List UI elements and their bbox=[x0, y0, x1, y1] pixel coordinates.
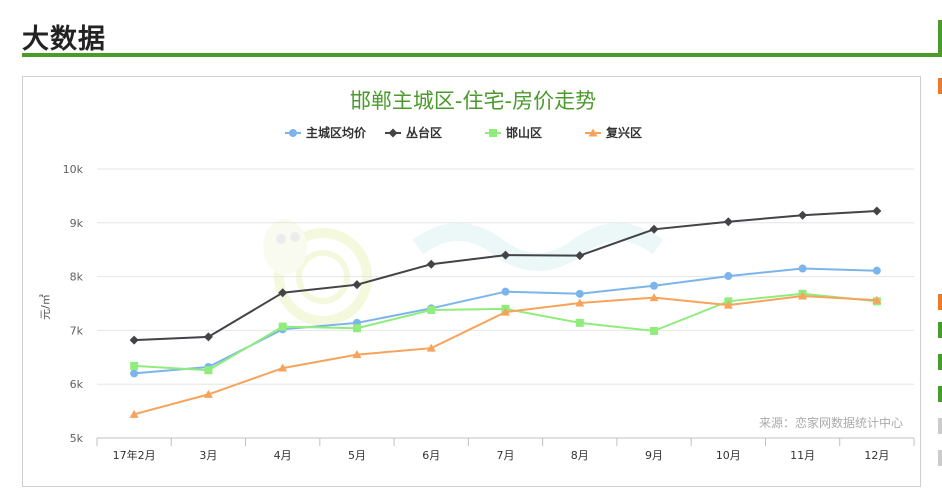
data-point bbox=[130, 361, 139, 370]
data-point bbox=[203, 389, 213, 398]
legend-marker bbox=[489, 129, 497, 137]
legend-label: 主城区均价 bbox=[306, 125, 367, 140]
legend-marker bbox=[588, 128, 598, 137]
data-point bbox=[501, 307, 510, 316]
series-4 bbox=[129, 291, 882, 418]
price-trend-chart-card: 邯郸主城区-住宅-房价走势 主城区均价 丛台区 邯山区 复兴区 5k 6k 7k 8k 9k 1… bbox=[22, 76, 921, 487]
x-tick-label: 6月 bbox=[422, 449, 440, 462]
x-tick-label: 12月 bbox=[864, 449, 889, 462]
section-header: 大数据 bbox=[22, 0, 942, 58]
data-point bbox=[649, 293, 659, 302]
y-tick-label: 10k bbox=[63, 163, 84, 176]
data-point bbox=[575, 251, 585, 261]
data-point bbox=[352, 350, 362, 359]
data-point bbox=[649, 224, 659, 234]
chart-gridlines bbox=[97, 168, 914, 439]
data-point bbox=[723, 300, 733, 309]
legend-marker bbox=[289, 129, 297, 137]
data-point bbox=[129, 335, 139, 345]
y-tick-label: 6k bbox=[70, 378, 84, 391]
section-divider-end bbox=[938, 20, 942, 57]
x-axis: 17年2月 3月 4月 5月 6月 7月 8月 9月 10月 11月 12月 bbox=[96, 438, 915, 462]
data-point bbox=[650, 326, 659, 335]
source-note: 来源：恋家网数据统计中心 bbox=[759, 415, 903, 430]
data-point bbox=[650, 281, 659, 290]
x-tick-label: 9月 bbox=[645, 449, 663, 462]
x-tick-label: 7月 bbox=[497, 449, 515, 462]
legend-label: 复兴区 bbox=[605, 125, 642, 140]
right-column-edge bbox=[936, 0, 942, 503]
data-point bbox=[427, 305, 436, 314]
y-axis: 5k 6k 7k 8k 9k 10k bbox=[63, 163, 84, 445]
data-point bbox=[352, 324, 361, 333]
side-marker bbox=[938, 322, 942, 338]
data-point bbox=[872, 206, 882, 216]
legend-item[interactable]: 复兴区 bbox=[585, 125, 642, 140]
data-point bbox=[426, 259, 436, 269]
chart-title: 邯郸主城区-住宅-房价走势 bbox=[350, 89, 596, 113]
x-tick-label: 17年2月 bbox=[113, 448, 156, 462]
data-point bbox=[724, 272, 733, 281]
legend-label: 邯山区 bbox=[506, 125, 542, 140]
watermark-logo bbox=[263, 219, 664, 326]
legend-item[interactable]: 邯山区 bbox=[485, 125, 542, 140]
data-point bbox=[278, 322, 287, 331]
data-point bbox=[278, 363, 288, 372]
data-point bbox=[872, 295, 882, 304]
data-point bbox=[426, 343, 436, 352]
data-point bbox=[204, 366, 213, 375]
x-tick-label: 5月 bbox=[348, 449, 366, 462]
series-line bbox=[134, 267, 877, 375]
data-point bbox=[798, 291, 808, 300]
x-tick-label: 11月 bbox=[790, 449, 815, 462]
data-point bbox=[278, 288, 288, 298]
x-tick-label: 10月 bbox=[716, 449, 741, 462]
data-point bbox=[501, 287, 510, 296]
data-point bbox=[723, 217, 733, 227]
side-marker bbox=[938, 418, 942, 434]
chart-series bbox=[129, 206, 882, 418]
data-point bbox=[575, 318, 584, 327]
x-tick-label: 8月 bbox=[571, 449, 589, 462]
data-point bbox=[130, 369, 139, 378]
data-point bbox=[129, 409, 139, 418]
data-point bbox=[352, 280, 362, 290]
chart-legend: 主城区均价 丛台区 邯山区 复兴区 bbox=[285, 125, 642, 140]
price-trend-chart: 邯郸主城区-住宅-房价走势 主城区均价 丛台区 邯山区 复兴区 5k 6k 7k 8k 9k 1… bbox=[39, 89, 915, 462]
data-point bbox=[798, 264, 807, 273]
y-axis-label: 元/㎡ bbox=[39, 294, 52, 320]
y-tick-label: 7k bbox=[70, 324, 84, 337]
side-marker bbox=[938, 354, 942, 370]
series-1 bbox=[130, 264, 881, 378]
x-tick-label: 4月 bbox=[274, 449, 292, 462]
data-point bbox=[203, 332, 213, 342]
side-marker bbox=[938, 386, 942, 402]
y-tick-label: 9k bbox=[70, 217, 84, 230]
series-line bbox=[134, 210, 877, 342]
data-point bbox=[575, 289, 584, 298]
side-marker bbox=[938, 78, 942, 94]
series-3 bbox=[130, 289, 881, 375]
data-point bbox=[501, 250, 510, 260]
side-marker bbox=[938, 450, 942, 466]
data-point bbox=[872, 266, 881, 275]
y-tick-label: 5k bbox=[70, 432, 84, 445]
x-tick-label: 3月 bbox=[199, 449, 217, 462]
section-title: 大数据 bbox=[22, 24, 106, 55]
y-tick-label: 8k bbox=[70, 271, 84, 284]
legend-marker bbox=[388, 128, 398, 138]
side-marker bbox=[938, 294, 942, 310]
data-point bbox=[575, 298, 585, 307]
section-divider bbox=[22, 53, 942, 57]
legend-item[interactable]: 丛台区 bbox=[385, 125, 442, 140]
data-point bbox=[798, 210, 808, 220]
legend-label: 丛台区 bbox=[406, 125, 442, 140]
legend-item[interactable]: 主城区均价 bbox=[285, 125, 367, 140]
series-2 bbox=[129, 206, 882, 345]
